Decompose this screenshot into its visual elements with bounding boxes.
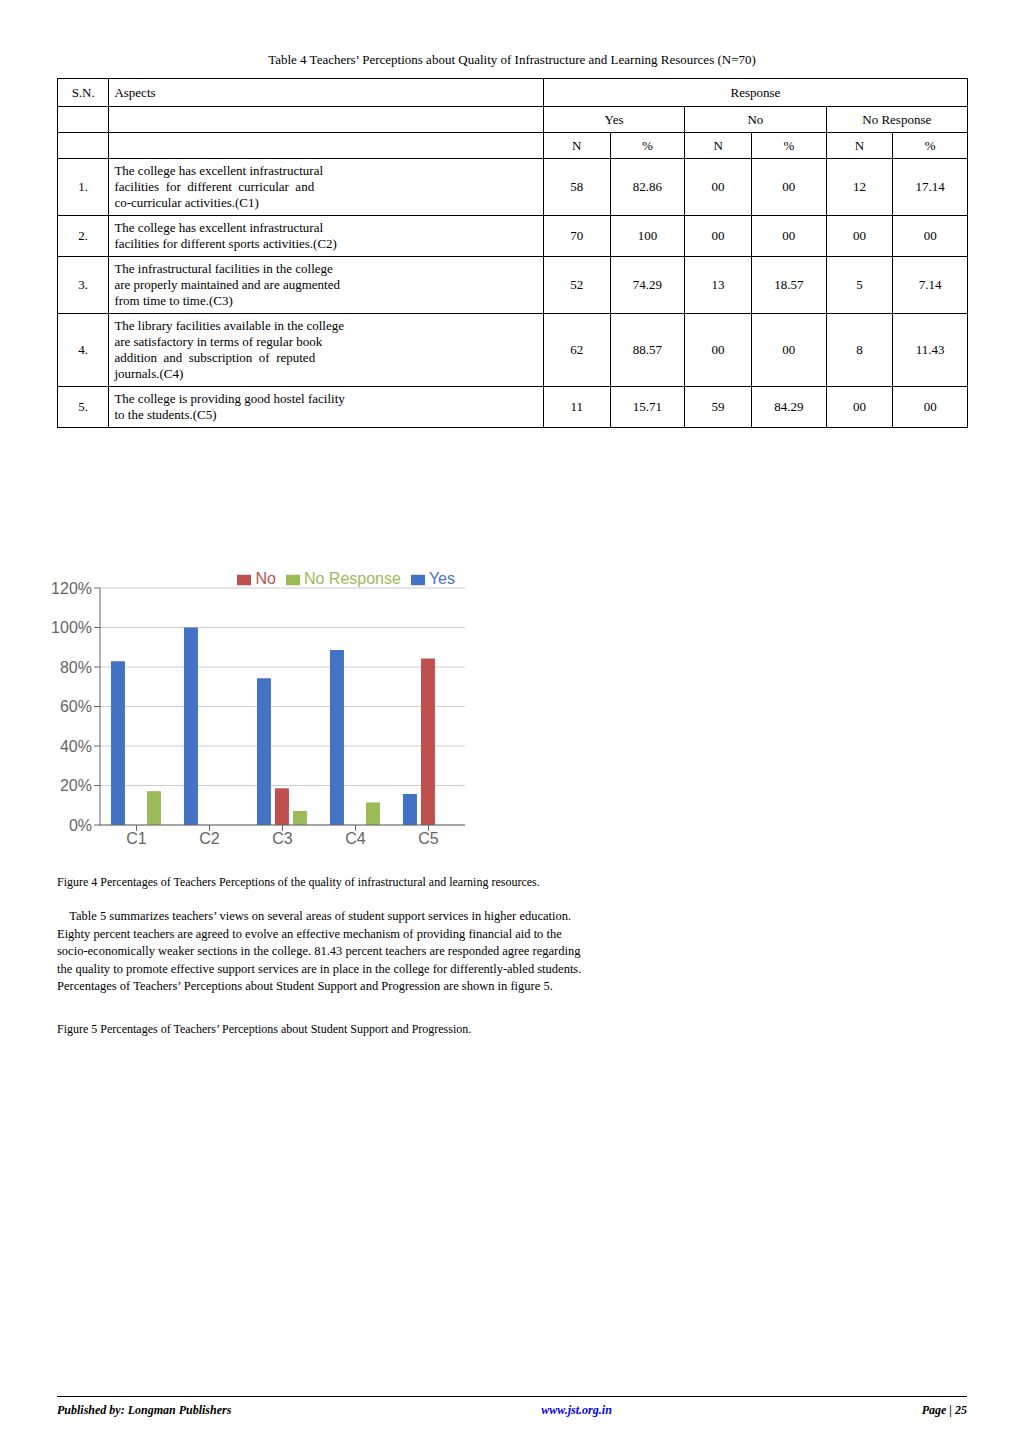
html-text:Percentages of Teachers’ Perce: Percentages of Teachers’ Perceptions abo…	[57, 979, 553, 993]
html-text:62: 62	[570, 342, 584, 357]
svg-text:40%: 40%	[60, 738, 92, 755]
html-text:84.29: 84.29	[774, 399, 804, 414]
svg-text:C1: C1	[126, 830, 147, 847]
html-text:12: 12	[853, 179, 866, 194]
html-text:Published by: Longman Publishe: Published by: Longman Publishers	[57, 1403, 232, 1417]
html-text:5: 5	[856, 277, 863, 292]
html-text:Eighty percent teachers are ag: Eighty percent teachers are agreed to ev…	[57, 926, 562, 941]
svg-text:120%: 120%	[51, 580, 92, 597]
svg-text:C5: C5	[418, 830, 439, 847]
html-text:88.57: 88.57	[632, 342, 662, 357]
html-text:70: 70	[570, 228, 584, 243]
html-text:co-curricular activities.(C1): co-curricular activities.(C1)	[114, 195, 259, 210]
html-text:59: 59	[711, 399, 725, 414]
html-text:socio-economically weaker sect: socio-economically weaker sections in th…	[57, 944, 581, 958]
html-text:from time to time.(C3): from time to time.(C3)	[114, 293, 233, 308]
html-text:00: 00	[853, 399, 866, 414]
html-text:00: 00	[782, 179, 796, 194]
svg-text:C2: C2	[199, 830, 220, 847]
html-text:journals.(C4): journals.(C4)	[114, 366, 184, 381]
html-text:the quality to promote effecti: the quality to promote effective support…	[57, 961, 582, 976]
html-text:N: N	[572, 137, 582, 153]
html-text:facilities for different sport: facilities for different sports activiti…	[114, 236, 337, 251]
html-text:00: 00	[853, 228, 866, 243]
svg-text:20%: 20%	[60, 777, 92, 794]
html-text:3.: 3.	[78, 277, 89, 292]
html-text:52: 52	[570, 277, 584, 292]
html-text:00: 00	[923, 399, 937, 414]
html-text:2.: 2.	[78, 228, 89, 243]
html-text:13: 13	[711, 277, 725, 292]
html-text:11.43: 11.43	[915, 342, 945, 357]
html-text:7.14: 7.14	[918, 277, 942, 292]
html-text:Figure 4 Percentages of Teache: Figure 4 Percentages of Teachers Percept…	[57, 875, 540, 889]
svg-text:C4: C4	[345, 830, 366, 847]
html-text:11: 11	[570, 399, 583, 414]
html-text:The library facilities availab: The library facilities available in the …	[114, 318, 344, 333]
html-text:17.14: 17.14	[915, 179, 945, 194]
html-text:18.57: 18.57	[774, 277, 804, 292]
html-text:100: 100	[637, 228, 658, 243]
html-text:1.: 1.	[78, 179, 89, 194]
html-text:00: 00	[782, 228, 796, 243]
html-text:Table 5 summarizes teachers’ v: Table 5 summarizes teachers’ views on se…	[57, 909, 572, 923]
html-text:The college has excellent infr: The college has excellent infrastructura…	[114, 163, 323, 178]
html-text:to the students.(C5): to the students.(C5)	[114, 407, 217, 422]
html-text:Figure 5 Percentages of Teache: Figure 5 Percentages of Teachers’ Percep…	[57, 1021, 472, 1036]
html-text:Yes: Yes	[428, 570, 455, 587]
svg-text:100%: 100%	[51, 619, 92, 636]
html-text:facilities for different curri: facilities for different curricular and	[114, 179, 315, 194]
html-text:No: No	[255, 570, 276, 587]
svg-text:C3: C3	[272, 830, 293, 847]
html-text:00: 00	[782, 342, 796, 357]
html-text:8: 8	[856, 342, 863, 357]
html-text:Response: Response	[730, 84, 781, 100]
html-text:00: 00	[711, 228, 725, 243]
html-text:are properly maintained and ar: are properly maintained and are augmente…	[114, 277, 340, 292]
svg-text:60%: 60%	[60, 698, 92, 715]
html-text:Page | 25: Page | 25	[921, 1403, 967, 1417]
html-text:82.86: 82.86	[632, 179, 662, 194]
html-text:Aspects: Aspects	[114, 84, 156, 100]
html-text:S.N.: S.N.	[71, 84, 95, 100]
svg-text:80%: 80%	[60, 659, 92, 676]
html-text:No: No	[747, 111, 764, 127]
html-text:Table 4 Teachers’ Perceptions: Table 4 Teachers’ Perceptions about Qual…	[268, 52, 756, 67]
html-text:are satisfactory in terms of r: are satisfactory in terms of regular boo…	[114, 334, 323, 349]
html-text:4.: 4.	[78, 342, 89, 357]
html-text:00: 00	[711, 342, 725, 357]
html-text:The college is providing good: The college is providing good hostel fac…	[114, 391, 345, 406]
html-text:www.jst.org.in: www.jst.org.in	[541, 1403, 612, 1417]
html-text:No Response: No Response	[862, 111, 932, 127]
html-text:Yes: Yes	[604, 111, 624, 127]
html-text:00: 00	[711, 179, 725, 194]
html-text:No Response: No Response	[303, 570, 401, 587]
html-text:N: N	[713, 137, 723, 153]
html-text:addition and subscription of r: addition and subscription of reputed	[114, 350, 316, 365]
html-text:58: 58	[570, 179, 584, 194]
html-text:15.71: 15.71	[632, 399, 662, 414]
svg-text:0%: 0%	[69, 817, 92, 834]
html-text:5.: 5.	[78, 399, 89, 414]
html-text:The college has excellent infr: The college has excellent infrastructura…	[114, 220, 323, 235]
html-text:N: N	[854, 137, 865, 153]
html-text:74.29: 74.29	[632, 277, 662, 292]
html-text:00: 00	[923, 228, 937, 243]
html-text:The infrastructural facilities: The infrastructural facilities in the co…	[114, 261, 333, 276]
